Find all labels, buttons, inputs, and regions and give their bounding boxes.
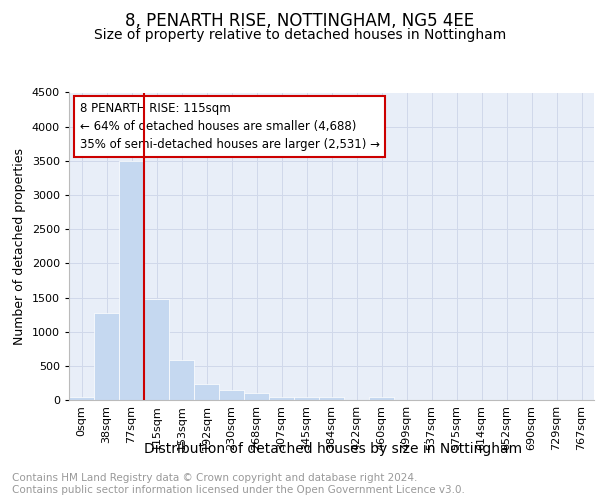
Bar (244, 393, 269, 400)
Bar (119, 161, 144, 400)
Text: Distribution of detached houses by size in Nottingham: Distribution of detached houses by size … (144, 442, 522, 456)
Text: 8, PENARTH RISE, NOTTINGHAM, NG5 4EE: 8, PENARTH RISE, NOTTINGHAM, NG5 4EE (125, 12, 475, 30)
Text: Contains HM Land Registry data © Crown copyright and database right 2024.
Contai: Contains HM Land Registry data © Crown c… (12, 474, 465, 495)
Bar (269, 396, 294, 400)
Text: Size of property relative to detached houses in Nottingham: Size of property relative to detached ho… (94, 28, 506, 42)
Bar (319, 396, 344, 400)
Bar (169, 360, 194, 400)
Text: 8 PENARTH RISE: 115sqm
← 64% of detached houses are smaller (4,688)
35% of semi-: 8 PENARTH RISE: 115sqm ← 64% of detached… (79, 102, 380, 150)
Bar (194, 384, 219, 400)
Bar (144, 299, 169, 400)
Bar (294, 396, 319, 400)
Bar (94, 312, 119, 400)
Bar (219, 390, 244, 400)
Y-axis label: Number of detached properties: Number of detached properties (13, 148, 26, 345)
Bar (69, 396, 94, 400)
Bar (369, 396, 394, 400)
